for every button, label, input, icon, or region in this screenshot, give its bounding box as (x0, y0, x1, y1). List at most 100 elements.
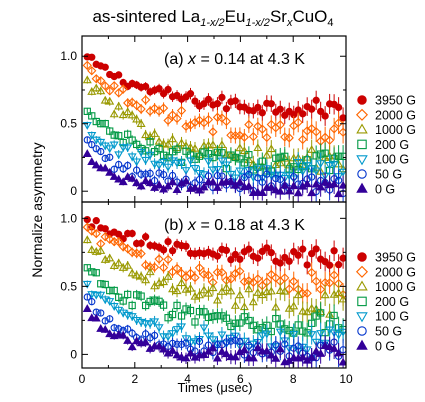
legend-label: 100 G (375, 153, 409, 167)
data-point (185, 283, 196, 292)
data-point (195, 307, 204, 316)
legend-item: 100 G (356, 310, 409, 324)
title-sub-2: 1-x/2 (245, 17, 269, 29)
data-point (311, 179, 321, 188)
data-point (110, 324, 118, 332)
data-point (100, 163, 110, 172)
legend-item: 0 G (356, 339, 395, 353)
data-point (289, 330, 299, 339)
data-point (132, 158, 142, 167)
data-point (266, 144, 276, 153)
data-point (272, 174, 280, 183)
data-point (227, 337, 235, 345)
data-point (127, 342, 137, 351)
data-point (245, 151, 253, 159)
x-tick-label: 6 (237, 372, 244, 386)
series-100-g (82, 121, 346, 189)
data-point (235, 143, 245, 152)
data-point (106, 286, 114, 295)
data-point (168, 134, 178, 143)
data-point (334, 261, 343, 269)
data-point (176, 105, 187, 116)
data-point (190, 182, 200, 191)
legend-item: 200 G (357, 138, 409, 152)
data-point (299, 245, 307, 253)
data-point (222, 314, 231, 322)
legend-item: 2000 G (355, 265, 416, 279)
data-point (325, 162, 335, 170)
data-point (141, 176, 151, 185)
data-point (280, 273, 290, 283)
data-point (154, 162, 164, 170)
data-point (302, 179, 312, 188)
data-point (109, 171, 119, 180)
data-point (213, 252, 222, 260)
data-point (257, 124, 267, 134)
data-point (168, 247, 177, 255)
data-point (115, 71, 123, 79)
data-point (200, 100, 208, 108)
data-point (275, 286, 285, 294)
data-point (200, 308, 208, 316)
data-point (88, 53, 96, 61)
data-point (118, 242, 128, 252)
data-point (132, 140, 141, 149)
data-point (217, 113, 227, 123)
data-point (262, 150, 272, 159)
data-point (298, 306, 308, 315)
data-point (221, 283, 231, 291)
data-point (226, 286, 236, 295)
data-point (307, 331, 317, 340)
y-tick-label: 1.0 (60, 49, 77, 63)
data-point (208, 343, 218, 352)
data-point (115, 293, 123, 301)
data-point (235, 290, 245, 299)
data-point (281, 152, 289, 160)
data-point (230, 300, 240, 309)
x-axis-label: Times (μsec) (178, 380, 253, 395)
data-point (185, 348, 196, 357)
data-point (312, 245, 320, 253)
series-3950-g (83, 53, 346, 129)
data-point (168, 310, 177, 319)
data-point (208, 283, 218, 292)
data-point (124, 290, 132, 299)
data-point (159, 170, 168, 179)
data-point (163, 272, 173, 280)
data-point (105, 234, 115, 244)
data-point (249, 321, 257, 329)
data-point (253, 287, 263, 296)
data-point (91, 83, 101, 92)
data-point (127, 153, 137, 162)
data-point (146, 297, 154, 306)
data-point (186, 90, 195, 98)
data-point (132, 178, 142, 187)
data-point (275, 328, 285, 337)
data-point (236, 255, 244, 263)
data-point (172, 326, 182, 334)
panel-a: 0 0.5 1.0 (a) x = 0.14 at 4.3 K (60, 35, 347, 203)
data-point (82, 280, 92, 289)
legend-marker (356, 280, 368, 291)
data-point (239, 345, 249, 354)
data-point (141, 156, 151, 165)
data-point (172, 113, 182, 124)
data-point (231, 319, 240, 327)
data-point (83, 293, 91, 301)
data-point (141, 301, 150, 310)
data-point (145, 151, 155, 160)
data-point (145, 267, 155, 276)
panel-label: (a) x = 0.14 at 4.3 K (164, 51, 305, 68)
data-point (298, 168, 308, 177)
data-point (293, 290, 303, 299)
data-point (136, 119, 146, 128)
data-point (146, 138, 154, 146)
data-point (307, 145, 317, 153)
data-point (254, 174, 262, 182)
data-point (320, 290, 330, 299)
panel-label-condition: = 0.18 at 4.3 K (196, 217, 305, 234)
data-point (245, 170, 253, 179)
data-point (253, 165, 263, 174)
legend-item: 3950 G (357, 94, 416, 108)
data-point (87, 66, 97, 76)
